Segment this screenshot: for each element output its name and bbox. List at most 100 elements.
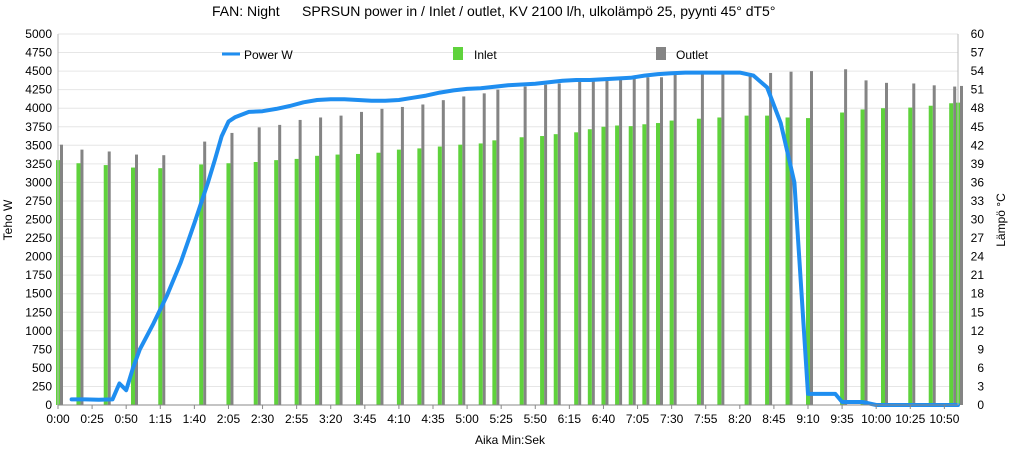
x-axis-ticks: 0:00 0:25 0:50 1:15 1:40 2:05 2:30 2:55 3:20 3:45… [46,405,960,426]
x-tick-label: 6:15 [558,412,582,426]
x-tick-label: 10:00 [861,412,891,426]
outlet-bar [557,83,561,405]
y-left-tick-label: 0 [45,398,52,412]
outlet-bar [278,124,282,406]
y-left-tick-label: 1500 [25,287,52,301]
x-tick-label: 2:55 [285,412,309,426]
legend-outlet-label: Outlet [676,48,709,62]
y-left-tick-label: 4250 [25,83,52,97]
legend-power-label: Power W [244,48,293,62]
outlet-bar [932,85,936,406]
legend-inlet-swatch [453,47,463,60]
x-tick-label: 1:15 [149,412,173,426]
x-tick-label: 8:45 [762,412,786,426]
x-tick-label: 7:30 [660,412,684,426]
inlet-bar [601,126,606,405]
y-left-tick-label: 1250 [25,305,52,319]
y-left-tick-label: 750 [32,342,52,356]
inlet-bar [628,126,633,406]
inlet-bar [540,136,545,405]
inlet-bar [253,161,258,405]
x-tick-label: 1:40 [183,412,207,426]
y-right-tick-label: 24 [971,250,985,264]
outlet-bar [421,104,425,406]
outlet-bar [298,119,302,405]
y-left-tick-label: 2250 [25,231,52,245]
outlet-bar [203,141,207,405]
inlet-bar [417,148,422,405]
inlet-bar [881,108,885,405]
y-left-tick-label: 2000 [25,250,52,264]
y-right-tick-label: 57 [971,46,985,60]
y-left-tick-label: 1000 [25,324,52,338]
y-left-tick-label: 3000 [25,175,52,189]
inlet-bar [103,165,108,405]
power-line [69,70,960,407]
y-left-tick-label: 4750 [25,46,52,60]
inlet-bar [519,137,524,406]
x-tick-label: 9:35 [830,412,854,426]
y-right-tick-label: 54 [971,64,985,78]
inlet-bar [315,155,320,405]
legend-outlet-swatch [656,47,666,60]
outlet-bar [162,155,166,405]
y-right-tick-label: 0 [977,398,984,412]
outlet-bar [380,108,384,406]
inlet-bar [458,144,463,405]
gridlines [58,33,958,406]
inlet-bar [131,167,135,405]
x-tick-label: 9:10 [796,412,820,426]
bar-series-group [56,69,963,406]
outlet-bar [673,74,677,406]
x-tick-label: 3:20 [319,412,343,426]
outlet-bar [660,77,663,406]
y-right-tick-label: 39 [971,157,985,171]
x-tick-label: 5:50 [524,412,548,426]
outlet-bar [912,83,916,405]
inlet-bar [574,132,579,405]
outlet-bar [319,117,323,405]
y-right-tick-label: 60 [971,27,985,41]
inlet-bar [744,115,749,406]
outlet-bar [769,72,773,405]
outlet-bar [646,77,650,406]
outlet-bar [578,81,582,405]
inlet-bar [226,163,231,405]
y-left-tick-label: 3750 [25,120,52,134]
outlet-bar [619,78,623,406]
x-tick-label: 5:00 [455,412,479,426]
inlet-bar [492,140,497,405]
outlet-bar [523,86,527,405]
x-tick-label: 10:25 [895,412,925,426]
inlet-bar [199,164,204,405]
outlet-bar [257,127,261,405]
outlet-bar [135,154,138,405]
outlet-bar [80,149,84,405]
outlet-bar [810,71,813,405]
inlet-bar [396,149,401,405]
y-axis-label-right: Lämpö °C [994,193,1008,247]
inlet-bar [806,118,810,406]
y-right-tick-label: 33 [971,194,985,208]
outlet-bar [844,69,848,406]
y-left-tick-label: 1750 [25,268,52,282]
y-right-tick-label: 3 [977,379,984,393]
y-left-tick-label: 5000 [25,27,52,41]
legend-inlet-label: Inlet [474,48,497,62]
y-right-tick-label: 9 [977,342,984,356]
x-tick-label: 6:40 [592,412,616,426]
inlet-bar [76,163,81,405]
outlet-bar [107,151,111,405]
outlet-bar [441,100,445,405]
y-right-tick-label: 18 [971,287,985,301]
left-axis-ticks: 0 250 500 750 1000 1250 1500 1750 2000 2250 2500 27… [25,27,52,412]
inlet-bar [294,158,299,405]
x-tick-label: 0:00 [46,412,70,426]
y-left-tick-label: 500 [32,361,52,375]
y-right-tick-label: 27 [971,231,985,245]
outlet-bar [496,89,500,406]
inlet-bar [376,152,381,405]
inlet-bar [860,109,865,405]
y-right-tick-label: 48 [971,101,985,115]
